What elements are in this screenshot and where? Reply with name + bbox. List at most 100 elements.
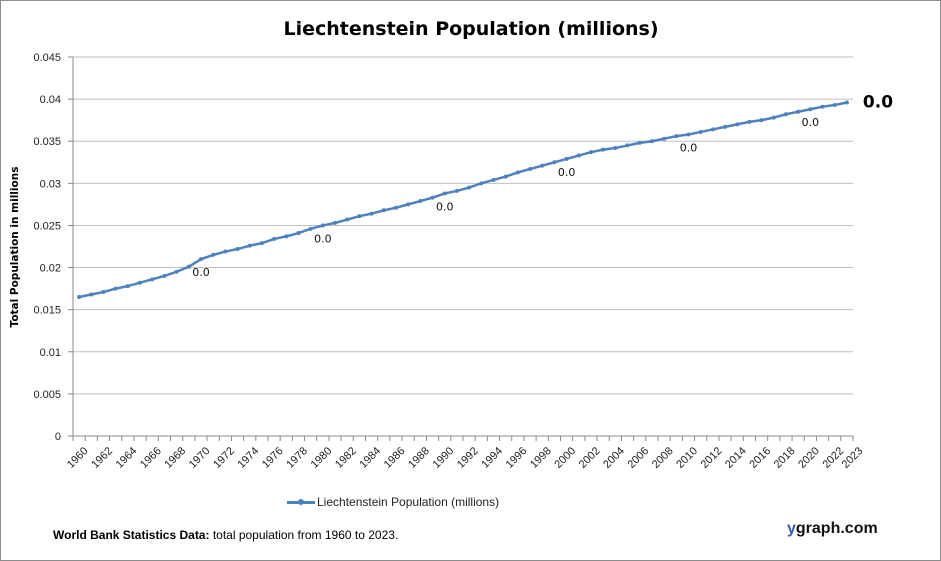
x-tick-label: 2012 [699,445,725,471]
data-point [649,139,654,144]
data-point [138,280,143,285]
x-tick-label: 2023 [840,445,866,471]
data-point [89,292,94,297]
x-tick-label: 2008 [650,445,676,471]
data-point [369,211,374,216]
data-point [759,118,764,123]
x-tick-label: 2004 [601,445,627,471]
data-point [320,223,325,228]
data-point [808,107,813,112]
chart-title: Liechtenstein Population (millions) [283,18,658,40]
end-value-label: 0.0 [863,92,893,112]
brand-rest: graph.com [795,520,878,537]
series-path [78,101,848,299]
data-point [686,132,691,137]
x-tick-label: 1978 [284,445,310,471]
data-point [101,289,106,294]
data-label: 0.0 [314,232,332,245]
x-tick-label: 1968 [162,445,188,471]
y-tick-label: 0.025 [33,220,61,232]
data-point [783,112,788,117]
x-tick-label: 1980 [309,445,335,471]
x-tick-label: 2016 [747,445,773,471]
y-tick-label: 0.045 [33,52,61,64]
data-point [796,109,801,114]
x-tick-label: 1970 [187,445,213,471]
y-tick-label: 0.035 [33,136,61,148]
source-bold: World Bank Statistics Data: [53,528,210,542]
series-line [77,100,849,300]
data-point [674,134,679,139]
x-tick-label: 2010 [674,445,700,471]
data-point [528,167,533,172]
data-point [174,269,179,274]
data-labels: 0.0 0.0 0.0 0.0 0.0 0.0 0.0 [192,92,893,279]
data-point [272,236,277,241]
data-label: 0.0 [436,200,454,213]
data-point [710,127,715,132]
data-point [113,286,118,291]
gridlines [73,56,853,395]
x-tick-label: 2022 [820,445,846,471]
y-tick-label: 0.03 [40,178,61,190]
data-point [162,273,167,278]
data-point [662,136,667,141]
y-tick-label: 0.005 [33,389,61,401]
data-point [296,231,301,236]
x-tick-label: 1998 [528,445,554,471]
data-point [259,241,264,246]
data-point [491,177,496,182]
data-point [357,214,362,219]
y-tick-label: 0.02 [40,263,61,275]
data-point [247,243,252,248]
data-point [186,264,191,269]
x-tick-label: 2014 [723,445,749,471]
data-point [77,295,82,300]
x-tick-label: 1982 [333,445,359,471]
source-note: World Bank Statistics Data: total popula… [53,528,398,542]
data-point [406,202,411,207]
data-point [308,226,313,231]
y-tick-labels: 0 0.005 0.01 0.015 0.02 0.025 0.03 0.035 0.04 0.0… [33,52,61,443]
data-point [235,247,240,252]
x-tick-label: 2002 [577,445,603,471]
data-point [198,257,203,262]
data-point [150,277,155,282]
data-label: 0.0 [558,166,576,179]
x-tick-label: 1994 [479,445,505,471]
source-text: total population from 1960 to 2023. [209,528,399,542]
data-point [345,217,350,222]
legend-swatch [287,499,315,505]
data-point [503,174,508,179]
data-point [576,153,581,158]
x-tick-label: 1986 [382,445,408,471]
data-point [820,104,825,109]
x-tick-label: 1972 [211,445,237,471]
data-point [564,156,569,161]
y-axis-label: Total Population in millions [9,167,21,328]
data-point [723,124,728,129]
data-point [333,220,338,225]
data-point [284,234,289,239]
x-tick-label: 1984 [357,445,383,471]
x-tick-label: 2020 [796,445,822,471]
data-point [540,163,545,168]
data-point [454,188,459,193]
x-tick-label: 1974 [235,445,261,471]
legend-label: Liechtenstein Population (millions) [317,495,500,509]
x-tick-label: 1966 [138,445,164,471]
y-tick-label: 0.04 [40,94,61,106]
data-point [601,147,606,152]
x-tick-label: 2000 [552,445,578,471]
x-tick-label: 1992 [455,445,481,471]
data-point [832,103,837,108]
data-point [588,150,593,155]
x-tick-label: 1964 [114,445,140,471]
data-point [479,181,484,186]
data-point [613,145,618,150]
data-label: 0.0 [680,141,698,154]
x-tick-label: 2006 [625,445,651,471]
x-tick-label: 1962 [89,445,115,471]
